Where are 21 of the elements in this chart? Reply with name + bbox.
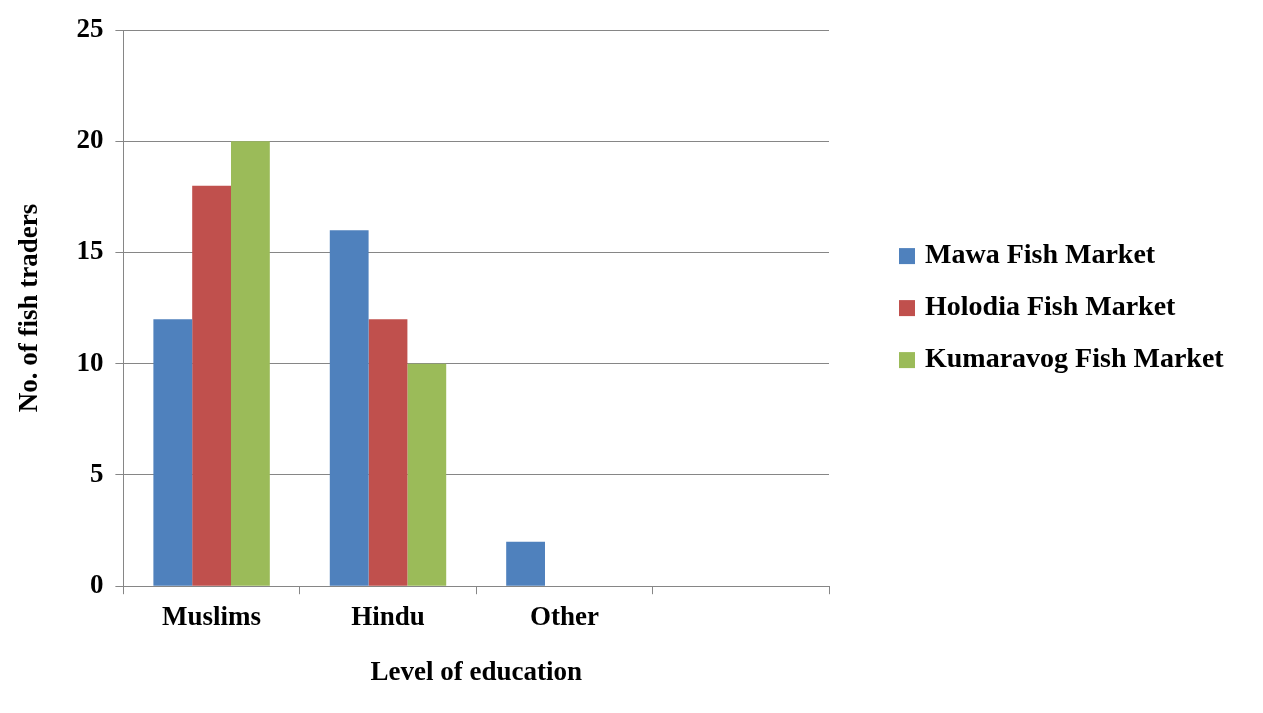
y-tick-label: 20 <box>76 124 104 155</box>
x-tick-label: Other <box>529 601 599 632</box>
x-tick-label: Muslims <box>162 601 262 632</box>
bar <box>153 319 193 586</box>
y-tick-label: 25 <box>76 12 104 43</box>
y-tick-label: 10 <box>76 346 104 377</box>
x-tick-label: Hindu <box>351 601 425 632</box>
bar <box>407 363 447 586</box>
bar <box>231 141 270 586</box>
legend-label: Mawa Fish Market <box>925 238 1156 270</box>
bar <box>192 185 231 586</box>
y-tick-label: 0 <box>89 569 104 600</box>
legend-label: Kumaravog Fish Market <box>925 342 1225 374</box>
bar <box>506 541 545 586</box>
bar <box>329 230 369 586</box>
x-axis-title: Level of education <box>370 655 582 686</box>
bar <box>368 319 408 586</box>
legend-label: Holodia Fish Market <box>925 290 1177 322</box>
y-axis-title: No. of fish traders <box>13 203 44 413</box>
y-tick-label: 5 <box>89 457 104 488</box>
y-tick-label: 15 <box>76 235 104 266</box>
